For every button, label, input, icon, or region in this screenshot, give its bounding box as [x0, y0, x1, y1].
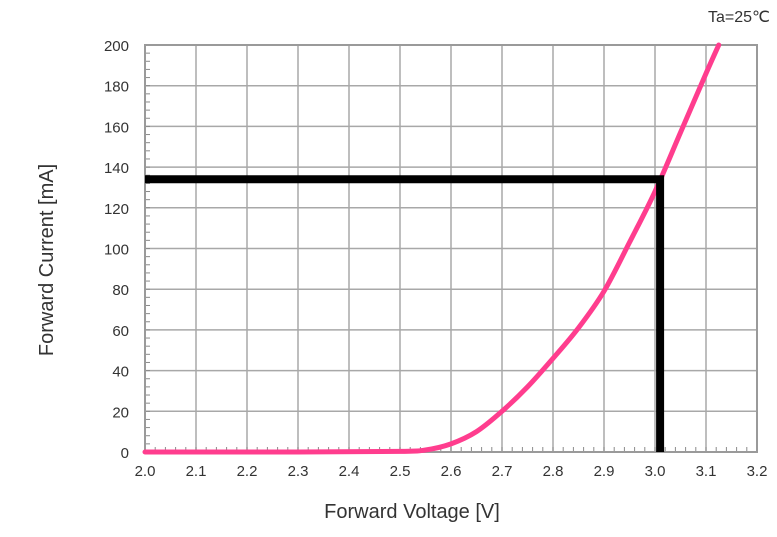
x-tick-label: 2.3 [288, 463, 309, 480]
operating-point-marker-lines [145, 175, 665, 452]
y-tick-label: 120 [104, 201, 129, 218]
x-tick-label: 2.6 [441, 463, 462, 480]
forward-current-curve [142, 42, 722, 455]
x-tick-label: 2.9 [594, 463, 615, 480]
x-tick-label: 2.7 [492, 463, 513, 480]
y-tick-label: 140 [104, 160, 129, 177]
x-tick-label: 2.4 [339, 463, 360, 480]
temperature-annotation: Ta=25℃ [708, 9, 770, 26]
y-tick-label: 100 [104, 242, 129, 259]
y-tick-label: 80 [112, 282, 129, 299]
x-axis-title: Forward Voltage [V] [324, 501, 500, 523]
y-tick-label: 60 [112, 323, 129, 340]
x-tick-label: 3.0 [645, 463, 666, 480]
y-tick-label: 200 [104, 38, 129, 55]
y-tick-label: 160 [104, 119, 129, 136]
x-tick-label: 2.8 [543, 463, 564, 480]
x-tick-label: 3.2 [747, 463, 768, 480]
x-tick-labels: 2.0 2.1 2.2 2.3 2.4 2.5 2.6 2.7 2.8 2.9 3.0 3.1 3.2 [135, 463, 768, 480]
x-tick-label: 3.1 [696, 463, 717, 480]
plot-frame [144, 44, 758, 453]
y-axis-title: Forward Current [mA] [36, 164, 58, 356]
x-tick-label: 2.5 [390, 463, 411, 480]
x-tick-label: 2.1 [186, 463, 207, 480]
y-tick-label: 180 [104, 79, 129, 96]
y-tick-label: 20 [112, 404, 129, 421]
grid-lines [144, 44, 758, 453]
y-tick-label: 40 [112, 364, 129, 381]
y-tick-label: 0 [121, 445, 129, 462]
y-tick-labels: 0 20 40 60 80 100 120 140 160 180 200 [104, 38, 129, 462]
x-tick-label: 2.0 [135, 463, 156, 480]
x-tick-label: 2.2 [237, 463, 258, 480]
